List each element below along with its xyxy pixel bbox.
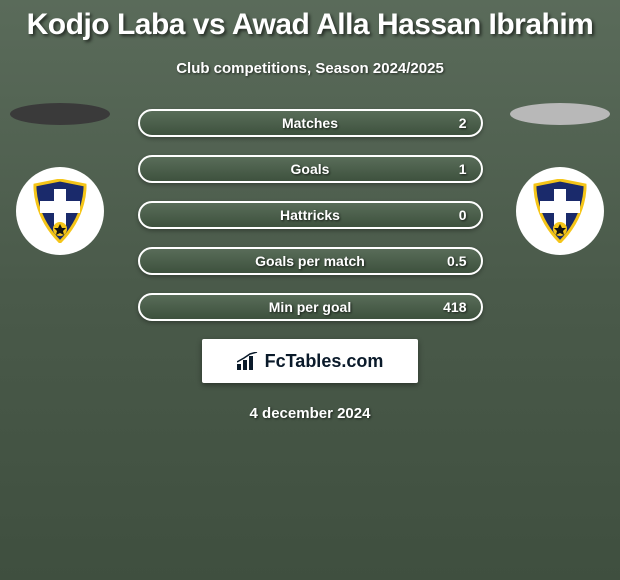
page-title: Kodjo Laba vs Awad Alla Hassan Ibrahim bbox=[0, 0, 620, 42]
stat-value-right: 0.5 bbox=[447, 253, 466, 269]
stat-value-right: 1 bbox=[459, 161, 467, 177]
player-left-ellipse bbox=[10, 103, 110, 125]
stat-row-hattricks: Hattricks 0 bbox=[138, 201, 483, 229]
player-right-ellipse bbox=[510, 103, 610, 125]
stat-label: Goals bbox=[291, 161, 330, 177]
brand-box[interactable]: FcTables.com bbox=[202, 339, 418, 383]
stat-label: Matches bbox=[282, 115, 338, 131]
stat-rows: Matches 2 Goals 1 Hattricks 0 Goals per … bbox=[138, 109, 483, 321]
club-logo-left bbox=[16, 167, 104, 255]
subtitle: Club competitions, Season 2024/2025 bbox=[0, 60, 620, 77]
stat-value-right: 418 bbox=[443, 299, 466, 315]
stat-row-mpg: Min per goal 418 bbox=[138, 293, 483, 321]
date-text: 4 december 2024 bbox=[0, 405, 620, 422]
stat-row-gpm: Goals per match 0.5 bbox=[138, 247, 483, 275]
stat-label: Min per goal bbox=[269, 299, 351, 315]
stat-row-goals: Goals 1 bbox=[138, 155, 483, 183]
club-logo-right bbox=[516, 167, 604, 255]
brand-text: FcTables.com bbox=[265, 351, 384, 372]
comparison-panel: Matches 2 Goals 1 Hattricks 0 Goals per … bbox=[0, 109, 620, 422]
stat-value-right: 0 bbox=[459, 207, 467, 223]
stat-value-right: 2 bbox=[459, 115, 467, 131]
stat-label: Hattricks bbox=[280, 207, 340, 223]
shield-icon bbox=[32, 179, 88, 243]
bar-chart-icon bbox=[237, 352, 259, 370]
player-left-block bbox=[10, 103, 110, 255]
stat-row-matches: Matches 2 bbox=[138, 109, 483, 137]
player-right-block bbox=[510, 103, 610, 255]
shield-icon bbox=[532, 179, 588, 243]
stat-label: Goals per match bbox=[255, 253, 365, 269]
